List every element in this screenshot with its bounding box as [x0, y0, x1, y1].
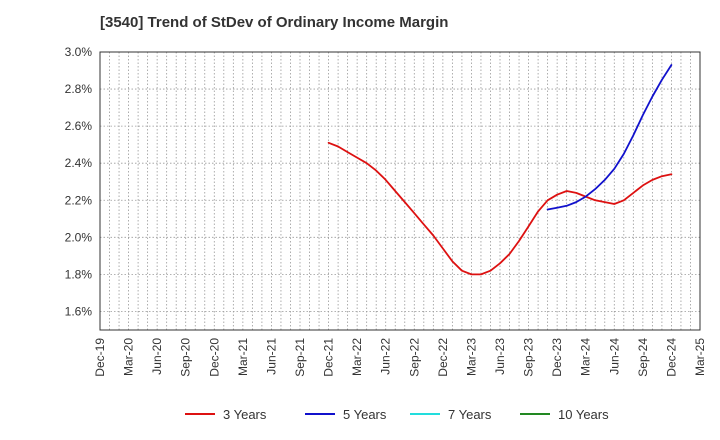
y-tick-label: 2.6%	[65, 119, 93, 133]
y-tick-label: 2.2%	[65, 193, 93, 207]
x-tick-label: Mar-22	[350, 338, 364, 376]
axes: 1.6% 1.8% 2.0% 2.2% 2.4% 2.6% 2.8% 3.0% Dec-19 Ma…	[65, 45, 707, 377]
series-line-3-years	[327, 141, 673, 276]
x-tick-label: Dec-21	[322, 338, 336, 377]
series-line-5-years	[546, 64, 673, 211]
y-tick-label: 2.8%	[65, 82, 93, 96]
x-tick-label: Mar-20	[122, 338, 136, 376]
y-tick-label: 3.0%	[65, 45, 93, 59]
x-tick-label: Mar-24	[579, 338, 593, 376]
x-tick-label: Jun-20	[150, 338, 164, 375]
x-tick-label: Jun-23	[493, 338, 507, 375]
x-tick-label: Dec-19	[93, 338, 107, 377]
y-tick-label: 2.4%	[65, 156, 93, 170]
plot-area-frame	[99, 51, 701, 331]
x-tick-label: Sep-22	[407, 338, 421, 377]
x-tick-label: Jun-21	[264, 338, 278, 375]
x-tick-label: Sep-23	[522, 338, 536, 377]
x-tick-label: Dec-24	[664, 338, 678, 377]
x-tick-label: Sep-21	[293, 338, 307, 377]
legend-label: 3 Years	[223, 407, 267, 422]
y-tick-label: 2.0%	[65, 230, 93, 244]
x-tick-label: Mar-21	[236, 338, 250, 376]
series-lines	[327, 64, 673, 276]
x-tick-label: Mar-23	[464, 338, 478, 376]
y-tick-label: 1.6%	[65, 304, 93, 318]
x-tick-label: Jun-24	[607, 338, 621, 375]
x-tick-label: Sep-20	[179, 338, 193, 377]
y-tick-label: 1.8%	[65, 267, 93, 281]
legend: 3 Years 5 Years 7 Years 10 Years	[185, 407, 609, 422]
grid	[100, 51, 700, 330]
legend-label: 5 Years	[343, 407, 387, 422]
chart-title: [3540] Trend of StDev of Ordinary Income…	[100, 14, 449, 31]
x-tick-label: Sep-24	[636, 338, 650, 377]
legend-label: 7 Years	[448, 407, 492, 422]
x-tick-label: Jun-22	[379, 338, 393, 375]
legend-label: 10 Years	[558, 407, 609, 422]
x-tick-label: Dec-20	[207, 338, 221, 377]
x-tick-label: Mar-25	[693, 338, 707, 376]
x-tick-label: Dec-22	[436, 338, 450, 377]
x-tick-label: Dec-23	[550, 338, 564, 377]
